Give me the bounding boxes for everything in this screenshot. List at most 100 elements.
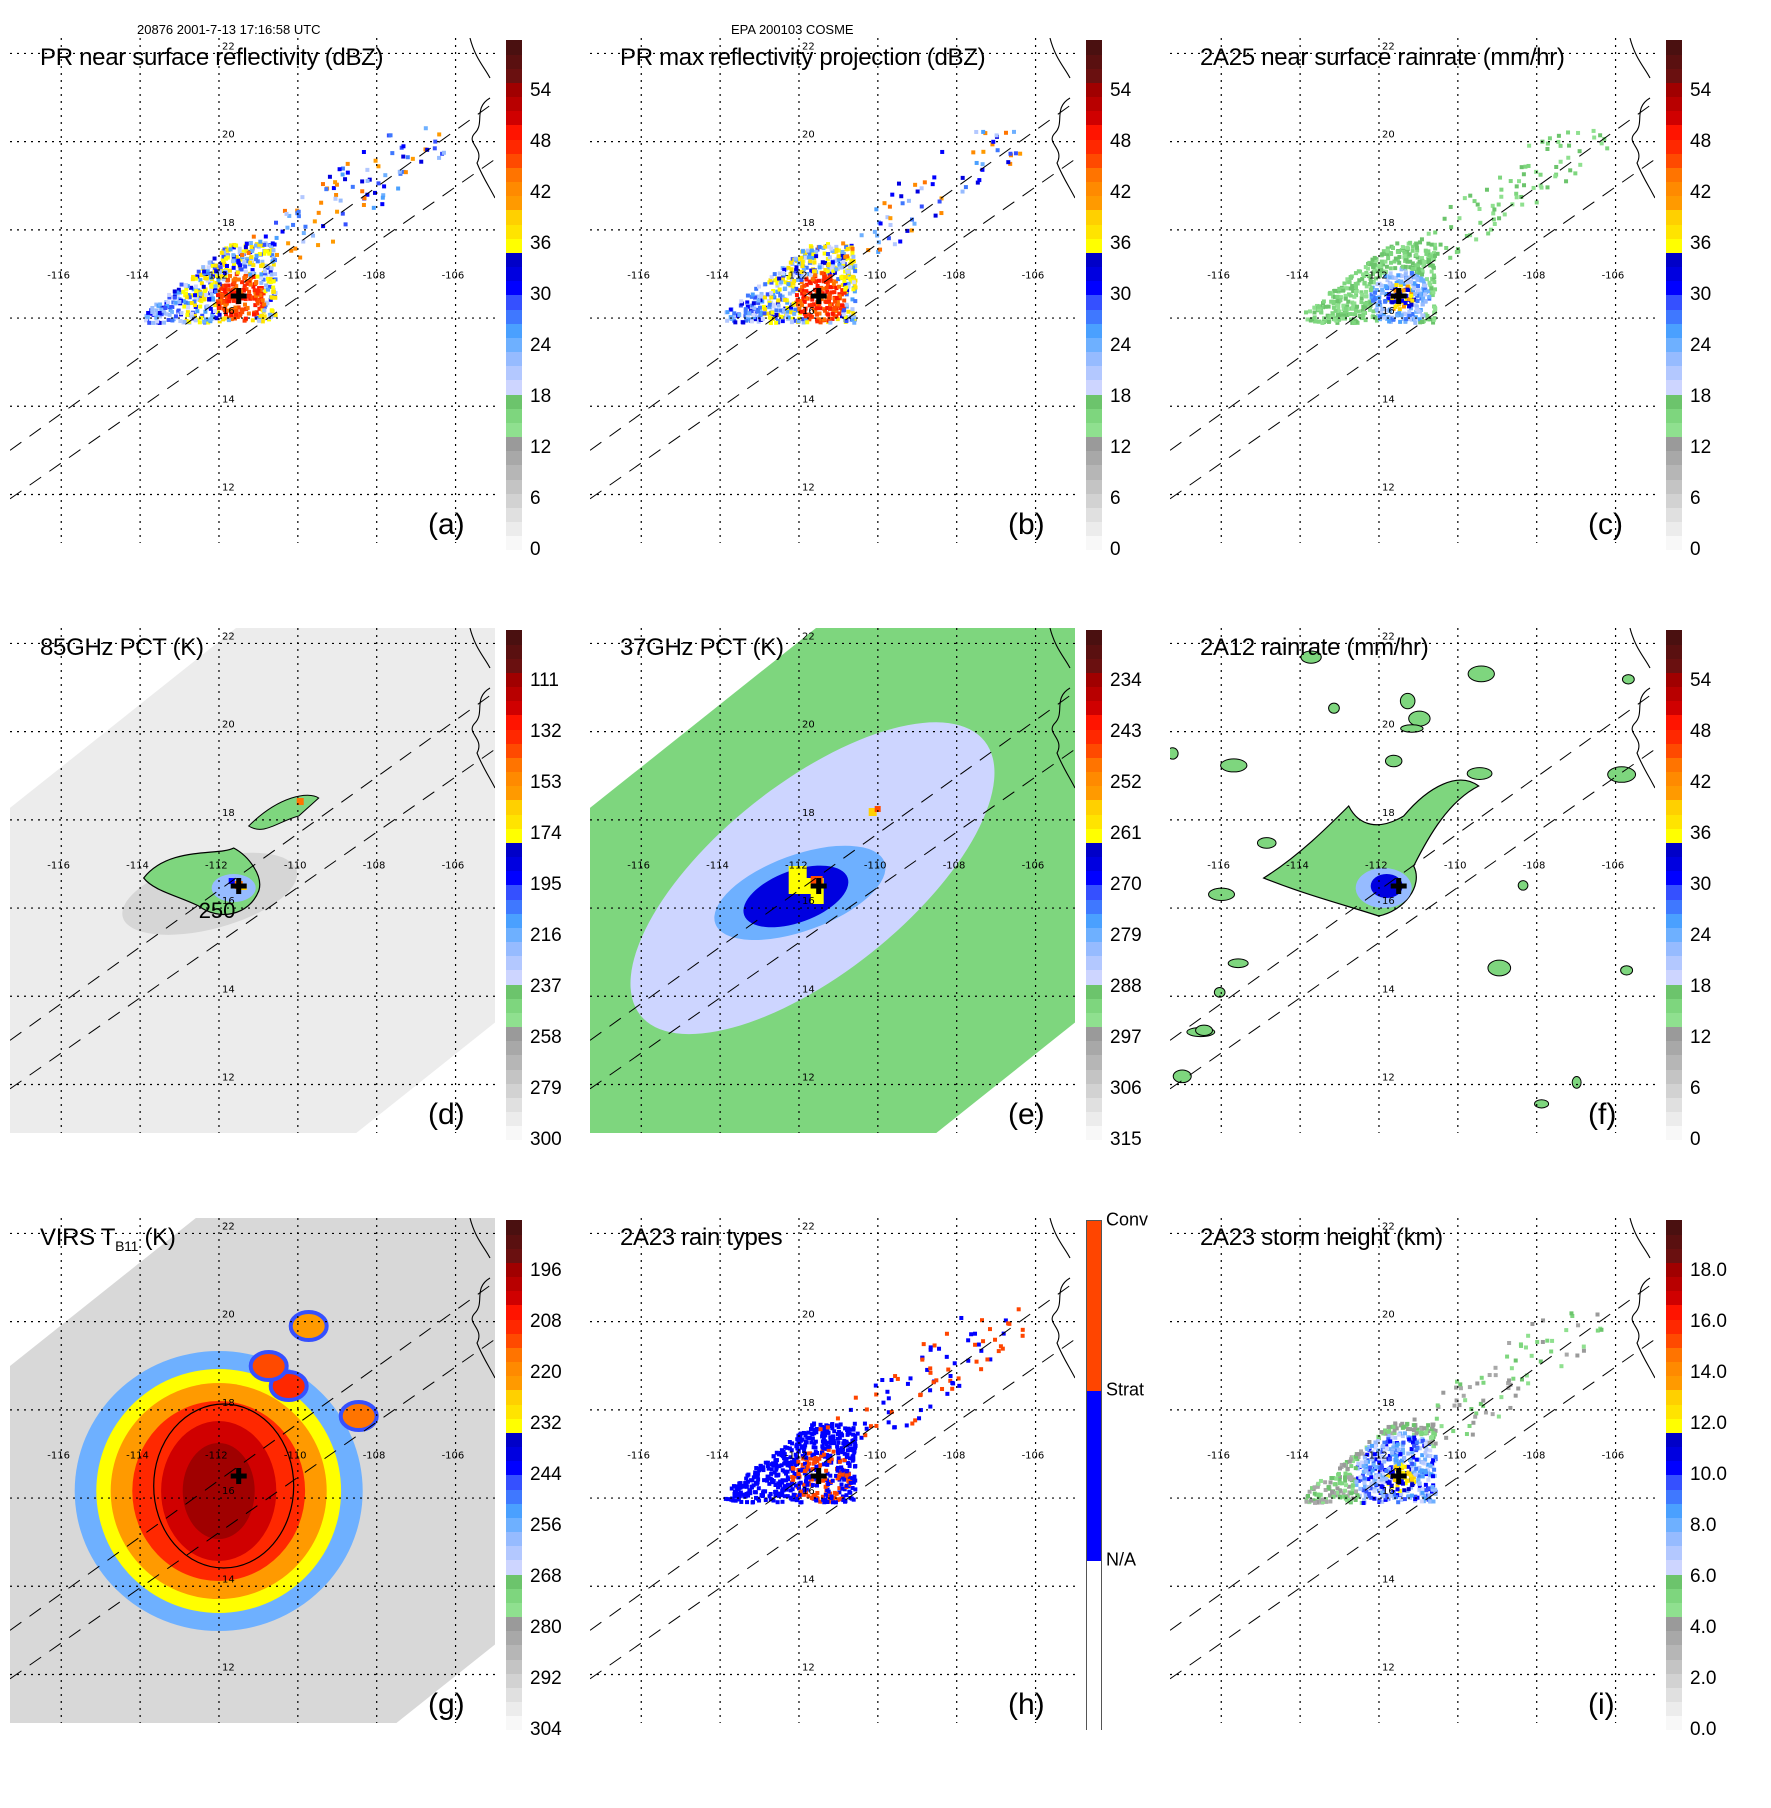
data-pixel (1355, 1493, 1360, 1498)
data-pixel (1411, 1432, 1416, 1437)
data-pixel (758, 294, 763, 299)
data-pixel (1382, 1428, 1387, 1433)
data-pixel (898, 239, 903, 244)
data-pixel (837, 1490, 842, 1495)
data-pixel (1534, 200, 1539, 205)
data-pixel (1370, 272, 1375, 277)
data-pixel (917, 1416, 922, 1421)
data-pixel (1514, 191, 1519, 196)
data-pixel (1405, 1421, 1410, 1426)
data-pixel (1369, 296, 1374, 301)
data-pixel (1353, 289, 1358, 294)
data-pixel (787, 291, 792, 296)
data-pixel (809, 245, 814, 250)
data-pixel (1338, 1466, 1343, 1471)
data-pixel (390, 151, 395, 156)
data-pixel (841, 312, 846, 317)
data-pixel (263, 289, 268, 294)
data-pixel (1367, 1444, 1372, 1449)
data-pixel (1410, 244, 1415, 249)
data-pixel (154, 302, 159, 307)
colorbar-segment (1666, 1715, 1682, 1731)
data-pixel (206, 271, 211, 276)
data-pixel (1406, 1494, 1411, 1499)
colorbar (1666, 1220, 1682, 1731)
data-pixel (1545, 1338, 1550, 1343)
data-pixel (1318, 1478, 1323, 1483)
colorbar-segment (1086, 927, 1102, 943)
data-pixel (803, 1439, 808, 1444)
data-pixel (1524, 1373, 1529, 1378)
data-pixel (1367, 282, 1372, 287)
data-pixel (221, 254, 226, 259)
data-pixel (248, 276, 253, 281)
colorbar-tick-label: 42 (1690, 182, 1712, 203)
data-pixel (1326, 1485, 1331, 1490)
colorbar-segment (506, 1489, 522, 1504)
data-pixel (786, 275, 791, 280)
data-pixel (221, 277, 226, 282)
data-pixel (842, 290, 847, 295)
lat-tick-label: 14 (1382, 394, 1395, 405)
data-pixel (753, 309, 758, 314)
lat-tick-label: 16 (222, 306, 235, 317)
data-pixel (316, 243, 321, 248)
colorbar-segment (506, 450, 522, 466)
data-pixel (1420, 269, 1425, 274)
data-pixel (841, 1498, 846, 1503)
data-pixel (166, 317, 171, 322)
colorbar-segment (506, 941, 522, 957)
data-pixel (1403, 319, 1408, 324)
colorbar-segment (1086, 672, 1102, 688)
map-panel-d: -116 -114 -112 -110 -108 -106 22 20 18 16 14 12 250 8… (10, 628, 590, 1218)
data-pixel (819, 297, 824, 302)
data-pixel (895, 1376, 900, 1381)
data-pixel (1477, 207, 1482, 212)
data-pixel (1553, 174, 1558, 179)
data-pixel (810, 1453, 815, 1458)
data-pixel (811, 269, 816, 274)
data-pixel (158, 302, 163, 307)
data-pixel (199, 316, 204, 321)
data-pixel (733, 320, 738, 325)
data-pixel (1418, 240, 1423, 245)
data-pixel (1357, 313, 1362, 318)
data-pixel (765, 1460, 770, 1465)
data-pixel (365, 178, 370, 183)
data-pixel (823, 1492, 828, 1497)
data-pixel (874, 806, 881, 813)
data-pixel (255, 301, 260, 306)
data-pixel (1395, 1442, 1400, 1447)
data-pixel (840, 1472, 845, 1477)
data-pixel (821, 1436, 826, 1441)
data-pixel (987, 1327, 992, 1332)
data-pixel (744, 1482, 749, 1487)
data-pixel (1393, 1435, 1398, 1440)
data-pixel (1377, 273, 1382, 278)
data-pixel (1359, 316, 1364, 321)
data-pixel (1385, 246, 1390, 251)
data-pixel (1380, 1471, 1385, 1476)
data-pixel (799, 279, 804, 284)
data-pixel (1384, 1444, 1389, 1449)
data-pixel (778, 308, 783, 313)
data-pixel (868, 1424, 873, 1429)
data-pixel (214, 269, 219, 274)
lon-tick-label: -106 (1602, 860, 1625, 871)
data-pixel (752, 317, 757, 322)
data-pixel (201, 284, 206, 289)
data-pixel (1402, 1431, 1407, 1436)
colorbar-segment (506, 998, 522, 1013)
data-pixel (886, 1420, 891, 1425)
data-pixel (804, 289, 809, 294)
colorbar-segment (1086, 630, 1102, 645)
data-pixel (843, 1426, 848, 1431)
colorbar-segment (1666, 1012, 1682, 1028)
data-pixel (229, 317, 234, 322)
colorbar-segment (1666, 1040, 1682, 1056)
coastline (469, 628, 495, 789)
data-pixel (826, 279, 831, 284)
data-pixel (745, 304, 750, 309)
data-pixel (841, 241, 846, 246)
